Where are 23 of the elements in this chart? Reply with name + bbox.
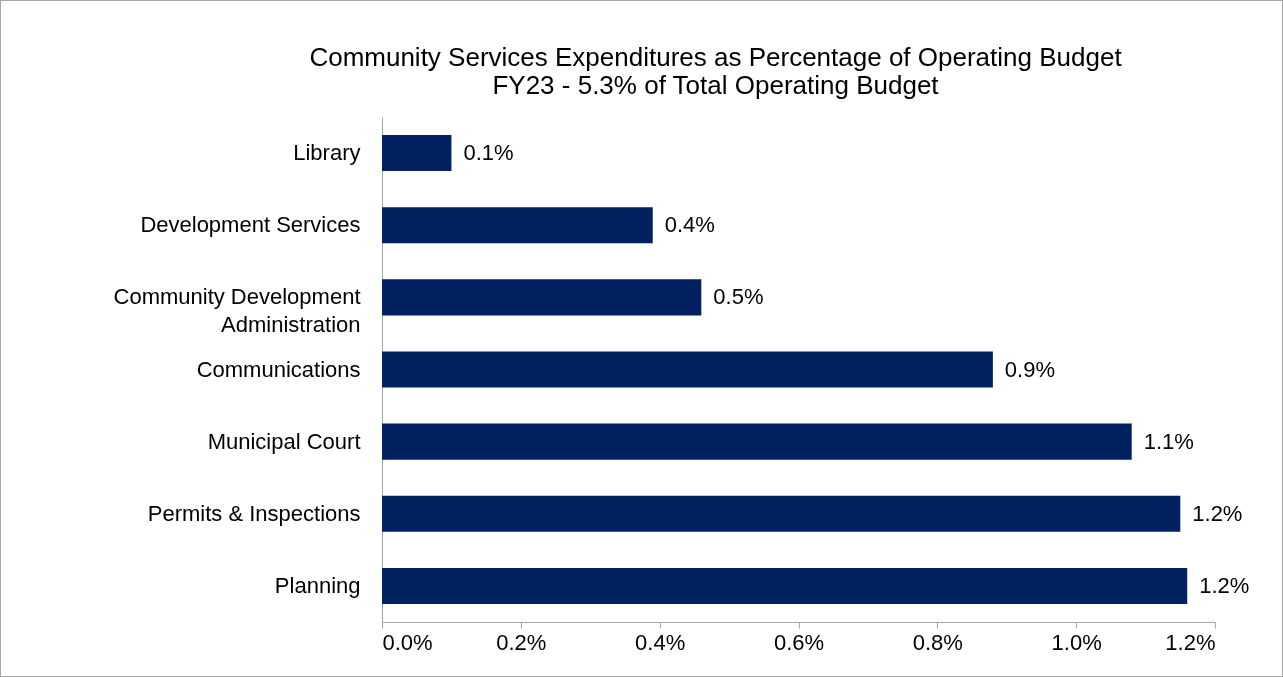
data-label: 0.4% [664, 212, 715, 238]
data-label: 0.1% [463, 140, 514, 166]
y-tick-label: Planning [274, 572, 361, 598]
x-tick-label: 0.4% [635, 629, 686, 655]
x-tick-label: 1.0% [1051, 629, 1102, 655]
x-tick-label: 0.2% [496, 629, 547, 655]
data-label: 0.9% [1004, 356, 1056, 382]
data-label: 0.5% [713, 284, 764, 310]
y-tick-label: Library [293, 140, 361, 166]
y-tick-label: Permits & Inspections [147, 500, 361, 526]
data-label: 1.1% [1143, 428, 1194, 454]
y-tick-label: Community Development Administration [113, 284, 361, 338]
x-tick-label: 0.0% [382, 629, 433, 655]
x-tick-label: 1.2% [1165, 629, 1216, 655]
x-tick-label: 0.8% [912, 629, 963, 655]
chart-title: Community Services Expenditures as Percentage of Operating Budget [309, 42, 1123, 72]
data-label: 1.2% [1199, 572, 1250, 598]
chart-subtitle: FY23 - 5.3% of Total Operating Budget [492, 70, 940, 100]
y-tick-label: Development Services [140, 212, 361, 238]
data-label: 1.2% [1192, 500, 1243, 526]
y-tick-label: Communications [196, 356, 361, 382]
x-tick-label: 0.6% [773, 629, 825, 655]
y-tick-label: Municipal Court [207, 428, 361, 454]
